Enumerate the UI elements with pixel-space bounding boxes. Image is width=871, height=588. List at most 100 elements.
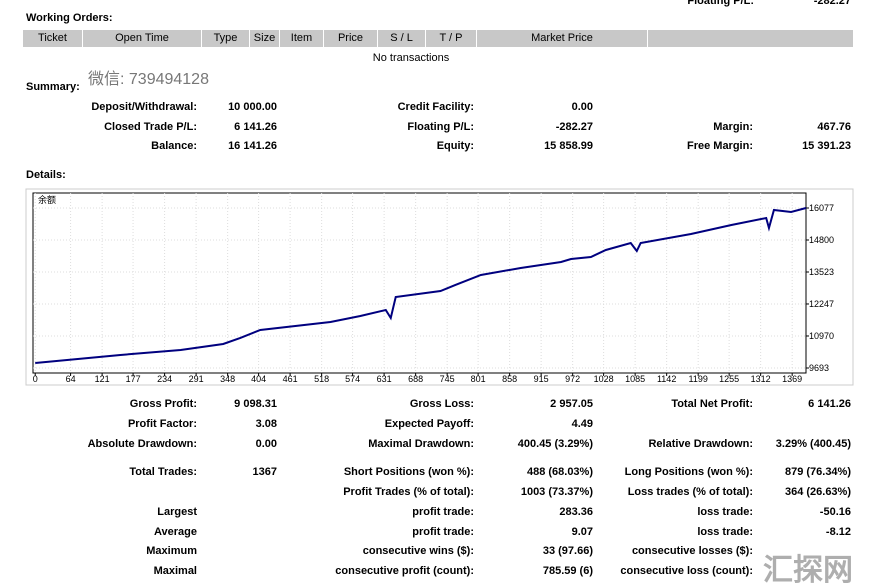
x-tick-label: 972 bbox=[565, 374, 580, 384]
x-tick-label: 801 bbox=[471, 374, 486, 384]
stat-label: Average bbox=[153, 526, 197, 538]
stat-label: Balance: bbox=[151, 140, 197, 152]
stat-label: Relative Drawdown: bbox=[648, 438, 753, 450]
column-header: Ticket bbox=[23, 30, 83, 47]
stat-value: 400.45 (3.29%) bbox=[517, 438, 593, 450]
column-header: Size bbox=[250, 30, 280, 47]
column-header: T / P bbox=[426, 30, 477, 47]
stat-label: Free Margin: bbox=[686, 140, 753, 152]
stat-label: Closed Trade P/L: bbox=[104, 121, 197, 133]
stat-label: consecutive wins ($): bbox=[362, 545, 474, 557]
column-header: S / L bbox=[378, 30, 426, 47]
stat-value: -8.12 bbox=[825, 526, 851, 538]
stat-label: Total Net Profit: bbox=[671, 398, 753, 410]
stat-label: profit trade: bbox=[412, 506, 474, 518]
section-title: Working Orders: bbox=[26, 12, 113, 24]
x-tick-label: 1369 bbox=[782, 374, 802, 384]
stat-label: Expected Payoff: bbox=[384, 418, 474, 430]
y-tick-label: 9693 bbox=[809, 363, 829, 373]
stat-value: 4.49 bbox=[571, 418, 593, 430]
stat-label: Absolute Drawdown: bbox=[87, 438, 197, 450]
stat-value: 6 141.26 bbox=[234, 121, 277, 133]
empty-text: No transactions bbox=[372, 52, 450, 64]
x-tick-label: 1312 bbox=[751, 374, 771, 384]
stat-value: 0.00 bbox=[255, 438, 277, 450]
top-clip-label: Floating P/L: bbox=[687, 0, 754, 7]
stat-value: 364 (26.63%) bbox=[784, 486, 851, 498]
section-title: Summary: bbox=[26, 81, 80, 93]
stat-value: 488 (68.03%) bbox=[526, 466, 593, 478]
stat-label: profit trade: bbox=[412, 526, 474, 538]
stat-label: Total Trades: bbox=[129, 466, 197, 478]
column-header: Item bbox=[280, 30, 324, 47]
stat-label: consecutive losses ($): bbox=[631, 545, 753, 557]
stat-value: 879 (76.34%) bbox=[784, 466, 851, 478]
x-tick-label: 1028 bbox=[594, 374, 614, 384]
stat-label: Maximal Drawdown: bbox=[368, 438, 474, 450]
stat-label: Short Positions (won %): bbox=[343, 466, 474, 478]
stat-value: 0.00 bbox=[571, 101, 593, 113]
x-tick-label: 121 bbox=[95, 374, 110, 384]
y-tick-label: 10970 bbox=[809, 331, 834, 341]
stat-value: 15 858.99 bbox=[544, 140, 593, 152]
x-tick-label: 348 bbox=[220, 374, 235, 384]
y-tick-label: 12247 bbox=[809, 299, 834, 309]
stat-value: 16 141.26 bbox=[228, 140, 277, 152]
stat-value: 2 957.05 bbox=[550, 398, 593, 410]
chart-title: 余额 bbox=[38, 194, 56, 205]
y-tick-label: 13523 bbox=[809, 267, 834, 277]
x-tick-label: 234 bbox=[157, 374, 172, 384]
x-tick-label: 745 bbox=[440, 374, 455, 384]
stat-value: 6 141.26 bbox=[808, 398, 851, 410]
stat-value: 10 000.00 bbox=[228, 101, 277, 113]
x-tick-label: 64 bbox=[66, 374, 76, 384]
stat-value: 9 098.31 bbox=[234, 398, 277, 410]
stat-label: loss trade: bbox=[697, 526, 753, 538]
stat-value: -282.27 bbox=[555, 121, 593, 133]
x-tick-label: 1085 bbox=[625, 374, 645, 384]
balance-line bbox=[35, 207, 807, 364]
x-tick-label: 291 bbox=[189, 374, 204, 384]
y-tick-label: 14800 bbox=[809, 235, 834, 245]
x-tick-label: 177 bbox=[126, 374, 141, 384]
section-title: Details: bbox=[26, 169, 66, 181]
stat-label: Profit Factor: bbox=[127, 418, 197, 430]
x-tick-label: 631 bbox=[377, 374, 392, 384]
x-tick-label: 1199 bbox=[688, 374, 707, 384]
stat-value: -50.16 bbox=[819, 506, 851, 518]
stat-label: consecutive loss (count): bbox=[620, 565, 753, 577]
stat-value: 785.59 (6) bbox=[542, 565, 593, 577]
plot-area bbox=[32, 192, 807, 374]
stat-label: Maximal bbox=[153, 565, 197, 577]
watermark: 微信: 739494128 bbox=[88, 71, 209, 88]
x-tick-label: 404 bbox=[251, 374, 266, 384]
x-tick-label: 915 bbox=[534, 374, 549, 384]
stat-label: Profit Trades (% of total): bbox=[343, 486, 474, 498]
stat-value: 33 (97.66) bbox=[542, 545, 593, 557]
x-tick-label: 574 bbox=[345, 374, 360, 384]
stat-label: Margin: bbox=[713, 121, 753, 133]
watermark: 汇探网 bbox=[763, 554, 853, 587]
stat-value: 1003 (73.37%) bbox=[520, 486, 593, 498]
x-tick-label: 518 bbox=[314, 374, 329, 384]
y-tick-label: 16077 bbox=[809, 203, 834, 213]
stat-label: Gross Profit: bbox=[129, 398, 197, 410]
column-header: Market Price bbox=[477, 30, 648, 47]
stat-value: 283.36 bbox=[559, 506, 593, 518]
stat-label: Loss trades (% of total): bbox=[627, 486, 753, 498]
stat-label: Largest bbox=[157, 506, 197, 518]
stat-value: 1367 bbox=[252, 466, 277, 478]
x-tick-label: 688 bbox=[408, 374, 423, 384]
stat-label: loss trade: bbox=[697, 506, 753, 518]
column-header: Price bbox=[324, 30, 378, 47]
stat-value: 9.07 bbox=[571, 526, 593, 538]
top-clip-value: -282.27 bbox=[813, 0, 851, 7]
stat-value: 467.76 bbox=[817, 121, 851, 133]
stat-label: consecutive profit (count): bbox=[335, 565, 474, 577]
stat-label: Equity: bbox=[436, 140, 474, 152]
column-header: Type bbox=[202, 30, 250, 47]
x-tick-label: 0 bbox=[33, 374, 38, 384]
stat-label: Credit Facility: bbox=[397, 101, 474, 113]
